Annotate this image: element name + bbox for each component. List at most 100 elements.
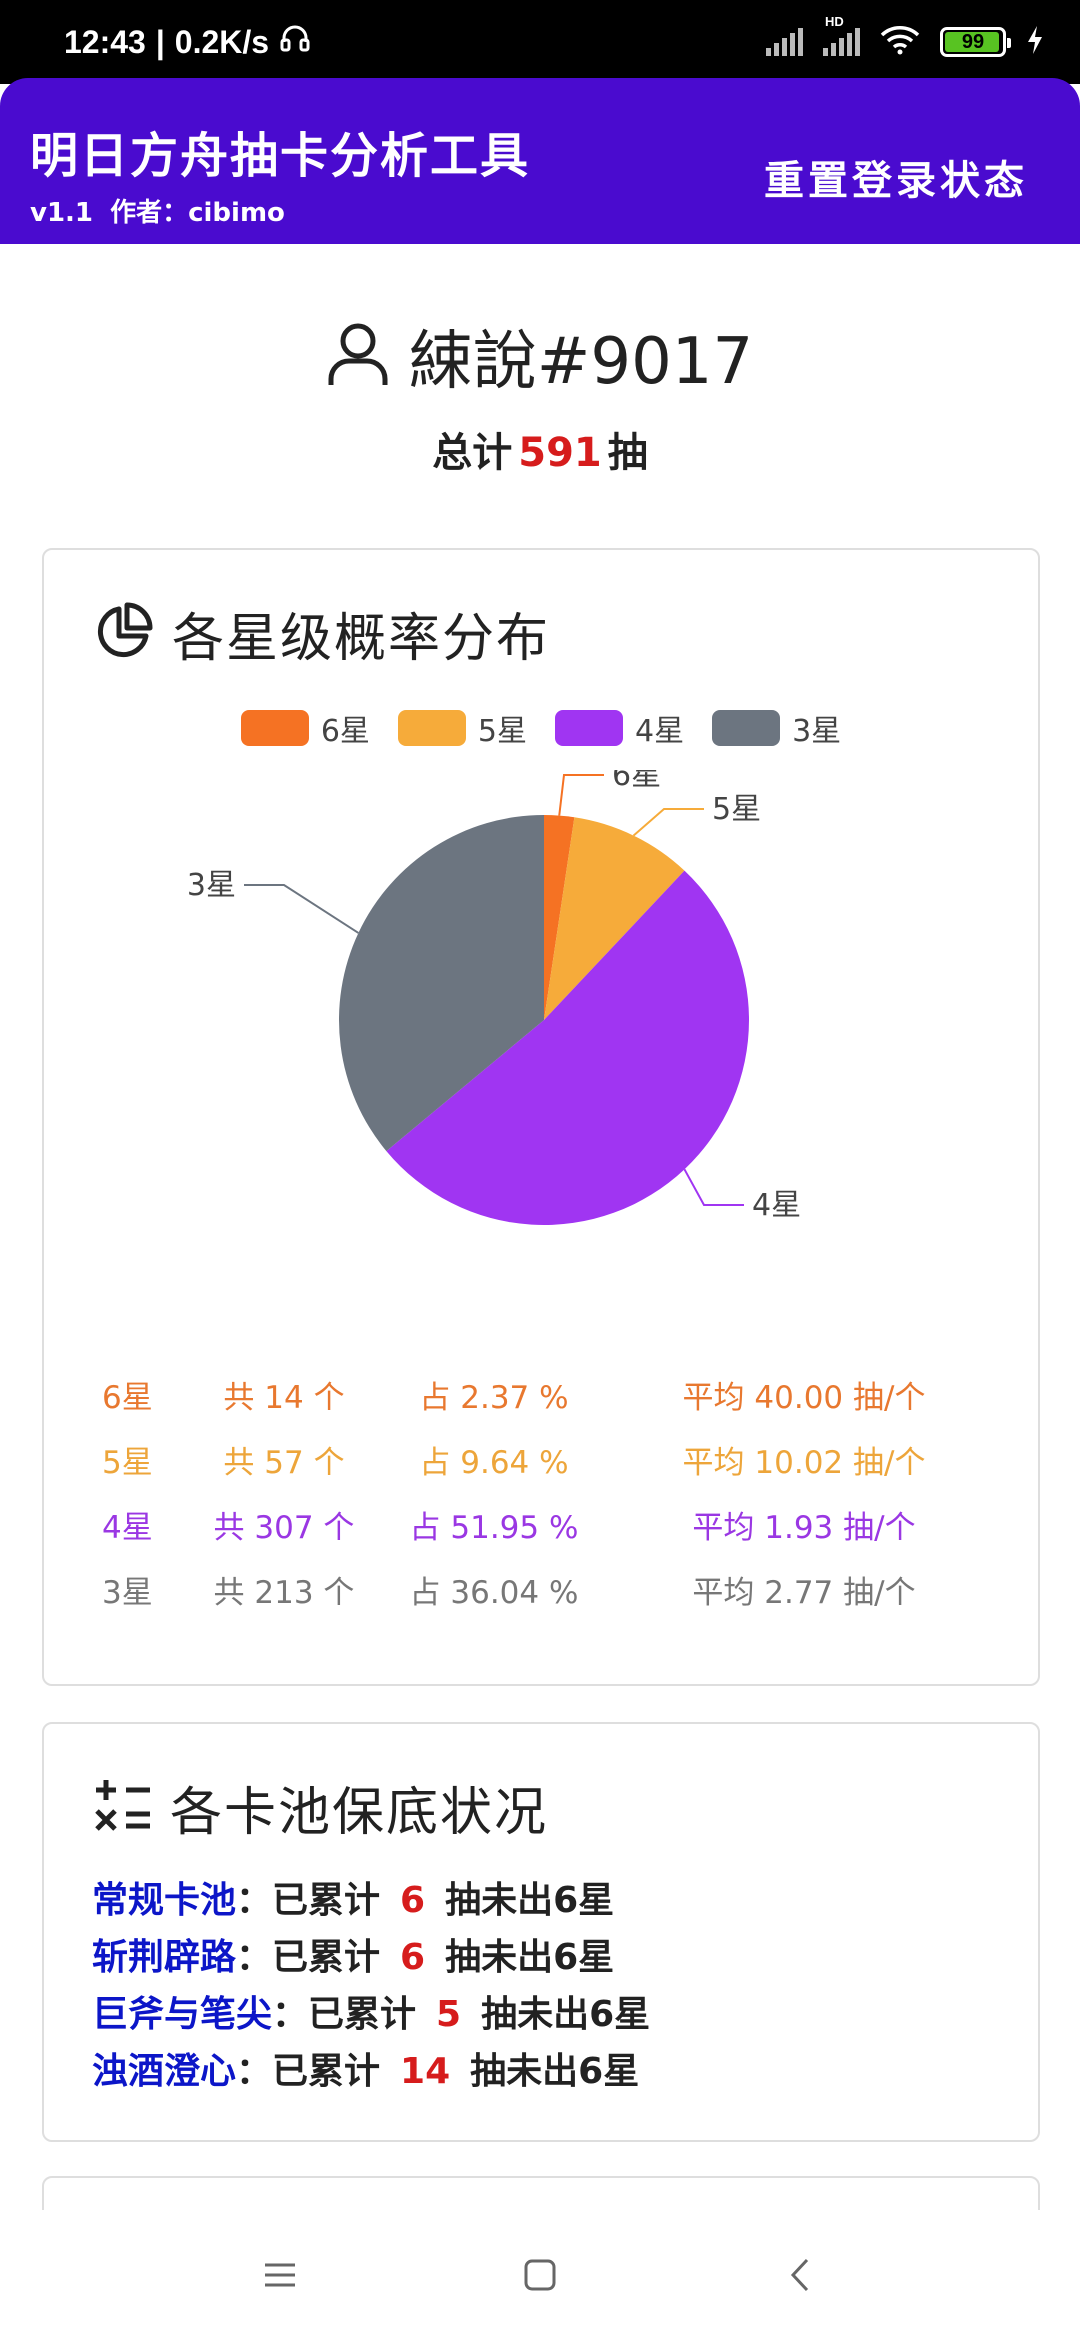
author-label: 作者： <box>110 198 189 228</box>
pie-leader-line <box>244 884 359 934</box>
pool-accumulated-label: ：已累计 <box>236 1937 381 1978</box>
stats-row: 3星 共 213 个 占 36.04 % 平均 2.77 抽/个 <box>44 1567 1038 1632</box>
stats-row: 4星 共 307 个 占 51.95 % 平均 1.93 抽/个 <box>44 1502 1038 1567</box>
user-icon <box>327 321 389 391</box>
charging-icon <box>1026 25 1044 59</box>
pool-name: 常规卡池 <box>92 1880 237 1921</box>
legend-swatch <box>397 710 466 746</box>
stat-count: 共 14 个 <box>223 1380 345 1416</box>
headset-icon <box>279 22 311 62</box>
back-nav-button[interactable] <box>770 2245 830 2305</box>
legend-item[interactable]: 4星 <box>555 706 684 750</box>
pie-chart: 6星 5星 4星 3星 <box>187 770 801 1226</box>
pie-label: 5星 <box>712 792 761 827</box>
home-nav-button[interactable] <box>510 2245 570 2305</box>
stat-average: 平均 2.77 抽/个 <box>692 1575 916 1611</box>
pool-suffix: 抽未出6星 <box>445 1937 615 1978</box>
author-name: cibimo <box>188 198 285 228</box>
pool-accumulated-label: ：已累计 <box>272 1994 417 2035</box>
pie-leader-line <box>558 774 604 816</box>
app-version: v1.1 <box>30 198 94 228</box>
reset-login-button[interactable]: 重置登录状态 <box>764 158 1028 204</box>
app-subtitle: v1.1 作者：cibimo <box>30 192 285 229</box>
app-title: 明日方舟抽卡分析工具 <box>30 128 531 184</box>
probability-card-title: 各星级概率分布 <box>172 609 551 669</box>
chart-legend: 6星 5星 4星 3星 <box>44 706 1038 750</box>
legend-label: 6星 <box>320 714 370 749</box>
legend-item[interactable]: 3星 <box>712 706 841 750</box>
pie-slice[interactable] <box>544 817 685 1020</box>
system-nav-bar <box>0 2210 1080 2340</box>
total-pulls: 总计 591 抽 <box>0 420 1080 478</box>
pool-count: 14 <box>400 2051 451 2092</box>
pool-count: 6 <box>400 1937 426 1978</box>
signal-icon <box>766 28 803 56</box>
battery-icon: 99 <box>940 27 1011 57</box>
pool-suffix: 抽未出6星 <box>470 2051 640 2092</box>
total-prefix: 总计 <box>432 430 513 476</box>
pool-accumulated-label: ：已累计 <box>236 2051 381 2092</box>
stats-row: 5星 共 57 个 占 9.64 % 平均 10.02 抽/个 <box>44 1437 1038 1502</box>
pool-name: 浊酒澄心 <box>92 2051 237 2092</box>
status-right: HD 99 <box>766 14 1044 59</box>
stat-star: 4星 <box>102 1510 153 1546</box>
pie-chart-icon <box>92 601 154 667</box>
hd-signal-icon: HD <box>823 14 860 56</box>
pool-suffix: 抽未出6星 <box>445 1880 615 1921</box>
pool-row: 斩荆辟路：已累计 6 抽未出6星 <box>92 1929 650 1986</box>
status-separator: | <box>155 23 165 60</box>
stat-average: 平均 40.00 抽/个 <box>682 1380 926 1416</box>
legend-label: 4星 <box>635 714 685 749</box>
pool-row: 常规卡池：已累计 6 抽未出6星 <box>92 1872 650 1929</box>
pool-list: 常规卡池：已累计 6 抽未出6星 斩荆辟路：已累计 6 抽未出6星 巨斧与笔尖：已累计 5 抽未… <box>92 1872 650 2100</box>
stat-percent: 占 36.04 % <box>409 1575 579 1611</box>
pie-leader-line <box>632 808 704 837</box>
legend-swatch <box>555 710 623 746</box>
legend-swatch <box>240 710 309 746</box>
pie-leader-line <box>683 1168 744 1206</box>
pity-card: 各卡池保底状况 常规卡池：已累计 6 抽未出6星 斩荆辟路：已累计 6 抽未出6星 巨斧与笔… <box>42 1722 1040 2142</box>
status-net-speed: 0.2K/s <box>174 23 270 60</box>
user-name: 綀說#9017 <box>408 325 754 399</box>
stats-table: 6星 共 14 个 占 2.37 % 平均 40.00 抽/个 5星 共 57 个 占 9.… <box>44 1372 1038 1632</box>
back-icon <box>790 2258 809 2292</box>
legend-swatch <box>712 710 781 746</box>
stat-percent: 占 2.37 % <box>419 1380 569 1416</box>
pity-card-header: 各卡池保底状况 <box>92 1770 548 1845</box>
stat-star: 5星 <box>102 1445 153 1481</box>
pie-label: 3星 <box>187 868 236 903</box>
pity-card-title: 各卡池保底状况 <box>170 1783 549 1843</box>
legend-label: 5星 <box>477 714 527 749</box>
app-bar: 明日方舟抽卡分析工具 v1.1 作者：cibimo 重置登录状态 <box>0 78 1080 244</box>
pool-name: 斩荆辟路 <box>92 1937 237 1978</box>
legend-item[interactable]: 5星 <box>397 706 527 750</box>
stat-star: 3星 <box>102 1575 153 1611</box>
pie-label: 4星 <box>752 1188 801 1223</box>
total-pulls-value: 591 <box>518 430 602 476</box>
stat-count: 共 57 个 <box>223 1445 345 1481</box>
stat-average: 平均 10.02 抽/个 <box>682 1445 926 1481</box>
stat-star: 6星 <box>102 1380 153 1416</box>
menu-icon <box>265 2263 295 2287</box>
pool-name: 巨斧与笔尖 <box>92 1994 273 2035</box>
legend-item[interactable]: 6星 <box>240 706 370 750</box>
legend-label: 3星 <box>792 714 842 749</box>
menu-nav-button[interactable] <box>250 2245 310 2305</box>
status-left: 12:43 | 0.2K/s <box>64 22 311 62</box>
pool-suffix: 抽未出6星 <box>481 1994 651 2035</box>
probability-card: 各星级概率分布 6星 5星 4星 3星 6星 5星 4星 3星 6星 共 14 个 占 2.37… <box>42 548 1040 1686</box>
pool-accumulated-label: ：已累计 <box>236 1880 381 1921</box>
pie-slice[interactable] <box>339 815 544 1152</box>
probability-card-header: 各星级概率分布 <box>92 596 550 671</box>
pool-count: 6 <box>400 1880 426 1921</box>
calculator-icon <box>92 1778 152 1838</box>
pie-slice[interactable] <box>544 815 575 1020</box>
stat-count: 共 213 个 <box>213 1575 355 1611</box>
pie-slice[interactable] <box>386 870 750 1226</box>
pool-row: 巨斧与笔尖：已累计 5 抽未出6星 <box>92 1986 650 2043</box>
stat-percent: 占 9.64 % <box>419 1445 569 1481</box>
stats-row: 6星 共 14 个 占 2.37 % 平均 40.00 抽/个 <box>44 1372 1038 1437</box>
pool-row: 浊酒澄心：已累计 14 抽未出6星 <box>92 2043 650 2100</box>
user-header: 綀說#9017 <box>0 310 1080 402</box>
stat-count: 共 307 个 <box>213 1510 355 1546</box>
